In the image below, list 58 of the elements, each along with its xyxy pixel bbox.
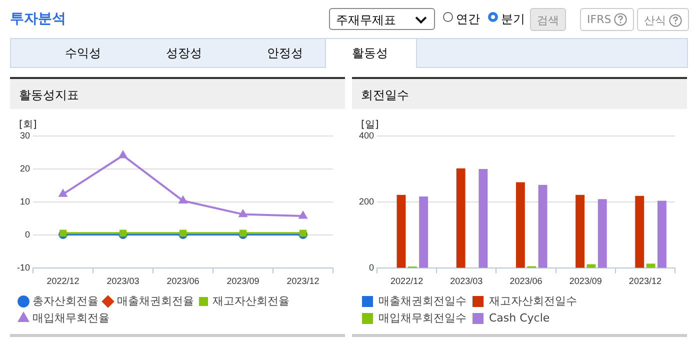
text: 연간 [456, 11, 480, 28]
y-tick-label: 10 [20, 196, 30, 207]
bar [419, 196, 428, 268]
x-tick-label: 2023/06 [166, 276, 200, 286]
x-tick-label: 2023/09 [226, 276, 260, 286]
text: 분기 [501, 11, 525, 28]
legend-label: 매입채무회전율 [32, 311, 110, 324]
text: 검색 [530, 8, 566, 31]
x-tick-label: 2023/12 [286, 276, 320, 286]
text: 투자분석 [10, 10, 66, 28]
legend-label: 총자산회전율 [32, 294, 98, 308]
legend-label: 매출채권회전율 [117, 294, 194, 308]
legend-label: 재고자산회전율 [212, 294, 290, 308]
bar [635, 196, 644, 268]
x-tick-label: 2023/12 [628, 276, 662, 286]
bar [538, 184, 548, 268]
legend-label: 매입채무회전일수 [378, 311, 466, 324]
x-tick-label: 2023/06 [510, 276, 542, 286]
point [118, 151, 128, 158]
y-tick-label: 0 [369, 262, 374, 273]
bar [576, 194, 584, 268]
bar [657, 200, 666, 268]
x-tick-label: 2022/12 [390, 276, 424, 286]
bar [516, 182, 525, 268]
bar [478, 169, 488, 268]
bar [396, 194, 406, 268]
bar [646, 264, 656, 268]
bar [456, 168, 466, 268]
chart-title: 활동성지표 [19, 87, 79, 104]
text: 성장성 [165, 45, 203, 62]
y-tick-label: 200 [358, 196, 374, 207]
legend-label: 재고자산회전일수 [489, 294, 577, 308]
y-tick-label: 20 [20, 164, 30, 174]
point [178, 196, 188, 204]
bar [586, 264, 596, 268]
point [238, 210, 248, 218]
text: 수익성 [64, 45, 102, 62]
point [298, 211, 308, 219]
text: 안정성 [266, 45, 304, 62]
text: 주재무제표 [329, 8, 435, 30]
y-tick-label: 400 [358, 130, 374, 140]
legend-label: 매출채권회전일수 [378, 294, 466, 308]
legend-label: Cash Cycle [489, 311, 550, 324]
y-tick-label: 0 [24, 230, 30, 240]
x-tick-label: 2023/03 [106, 276, 140, 286]
text: IFRS [580, 8, 634, 31]
y-tick-label: -10 [16, 262, 30, 273]
chart-title: 회전일수 [361, 87, 409, 104]
y-axis-title: [일] [361, 120, 379, 131]
bar [598, 199, 607, 268]
x-tick-label: 2022/12 [46, 276, 80, 286]
y-tick-label: 30 [20, 130, 30, 140]
text: 활동성 [351, 45, 389, 62]
text: 산식 [637, 8, 689, 31]
x-tick-label: 2023/03 [450, 276, 483, 286]
y-axis-title: [회] [19, 120, 37, 131]
point [58, 190, 68, 197]
x-tick-label: 2023/09 [569, 276, 602, 286]
